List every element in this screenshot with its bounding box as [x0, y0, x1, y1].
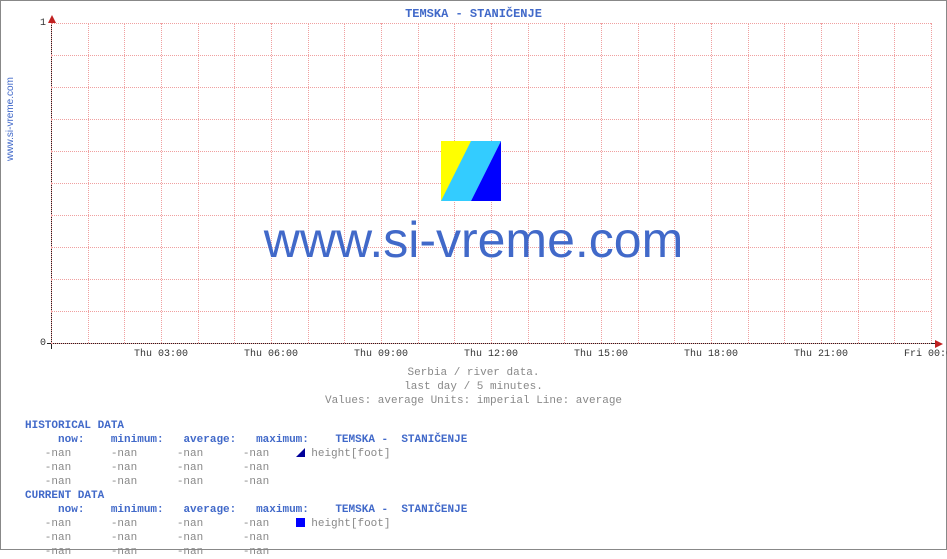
gridline-v: [308, 23, 309, 343]
gridline-v: [858, 23, 859, 343]
gridline-v: [711, 23, 712, 343]
series-marker-icon: [296, 448, 305, 457]
gridline-v: [234, 23, 235, 343]
gridline-v: [931, 23, 932, 343]
gridline-v: [51, 23, 52, 343]
gridline-v: [674, 23, 675, 343]
gridline-v: [88, 23, 89, 343]
gridline-v: [748, 23, 749, 343]
x-tick-label: Thu 09:00: [354, 349, 408, 360]
y-tick-label: 1: [1, 18, 46, 29]
series-marker-icon: [296, 518, 305, 527]
gridline-v: [894, 23, 895, 343]
x-tick-label: Thu 18:00: [684, 349, 738, 360]
x-tick-label: Thu 06:00: [244, 349, 298, 360]
data-tables: HISTORICAL DATA now: minimum: average: m…: [25, 419, 467, 559]
gridline-v: [381, 23, 382, 343]
x-tick-label: Thu 03:00: [134, 349, 188, 360]
gridline-v: [271, 23, 272, 343]
gridline-v: [198, 23, 199, 343]
gridline-v: [564, 23, 565, 343]
watermark-text: www.si-vreme.com: [1, 211, 946, 269]
subtitle-line-1: Serbia / river data.: [1, 367, 946, 379]
gridline-v: [821, 23, 822, 343]
subtitle-line-2: last day / 5 minutes.: [1, 381, 946, 393]
site-label-vertical: www.si-vreme.com: [5, 77, 16, 161]
x-tick-label: Fri 00:00: [904, 349, 947, 360]
gridline-v: [638, 23, 639, 343]
x-tick-label: Thu 12:00: [464, 349, 518, 360]
gridline-v: [344, 23, 345, 343]
x-tick-label: Thu 21:00: [794, 349, 848, 360]
watermark-logo-icon: [441, 141, 501, 201]
table-header: CURRENT DATA: [25, 490, 104, 502]
gridline-v: [418, 23, 419, 343]
gridline-v: [161, 23, 162, 343]
subtitle-line-3: Values: average Units: imperial Line: av…: [1, 395, 946, 407]
gridline-v: [528, 23, 529, 343]
x-tick-label: Thu 15:00: [574, 349, 628, 360]
gridline-v: [601, 23, 602, 343]
chart-title: TEMSKA - STANIČENJE: [1, 7, 946, 21]
y-tick-label: 0: [1, 338, 46, 349]
gridline-v: [784, 23, 785, 343]
gridline-v: [124, 23, 125, 343]
gridline-h: [51, 343, 931, 344]
table-header: HISTORICAL DATA: [25, 420, 124, 432]
